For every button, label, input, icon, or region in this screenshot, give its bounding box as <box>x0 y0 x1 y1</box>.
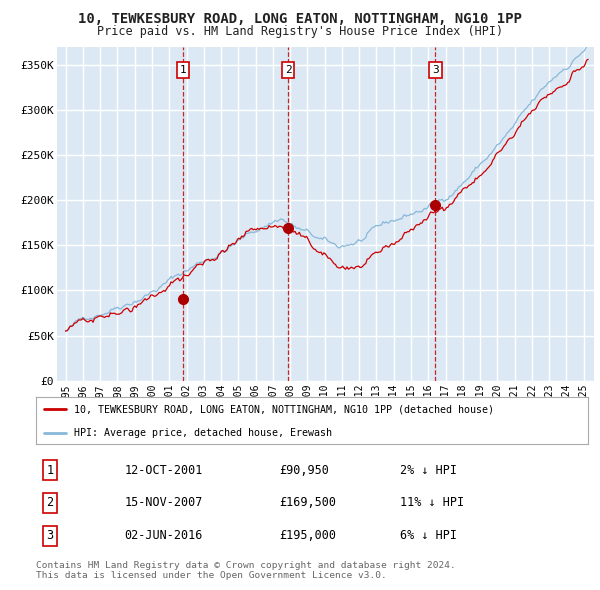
Text: 2: 2 <box>284 65 292 75</box>
Text: 10, TEWKESBURY ROAD, LONG EATON, NOTTINGHAM, NG10 1PP: 10, TEWKESBURY ROAD, LONG EATON, NOTTING… <box>78 12 522 26</box>
Text: 3: 3 <box>46 529 53 542</box>
Text: 3: 3 <box>432 65 439 75</box>
Text: Contains HM Land Registry data © Crown copyright and database right 2024.
This d: Contains HM Land Registry data © Crown c… <box>36 560 456 580</box>
Text: 12-OCT-2001: 12-OCT-2001 <box>124 464 203 477</box>
Text: £195,000: £195,000 <box>279 529 336 542</box>
Text: £169,500: £169,500 <box>279 496 336 510</box>
Text: Price paid vs. HM Land Registry's House Price Index (HPI): Price paid vs. HM Land Registry's House … <box>97 25 503 38</box>
Text: 1: 1 <box>179 65 186 75</box>
Text: 2: 2 <box>46 496 53 510</box>
Text: 10, TEWKESBURY ROAD, LONG EATON, NOTTINGHAM, NG10 1PP (detached house): 10, TEWKESBURY ROAD, LONG EATON, NOTTING… <box>74 404 494 414</box>
Text: HPI: Average price, detached house, Erewash: HPI: Average price, detached house, Erew… <box>74 428 332 438</box>
Text: 11% ↓ HPI: 11% ↓ HPI <box>400 496 464 510</box>
Text: £90,950: £90,950 <box>279 464 329 477</box>
Text: 02-JUN-2016: 02-JUN-2016 <box>124 529 203 542</box>
Text: 2% ↓ HPI: 2% ↓ HPI <box>400 464 457 477</box>
Text: 15-NOV-2007: 15-NOV-2007 <box>124 496 203 510</box>
Text: 1: 1 <box>46 464 53 477</box>
Text: 6% ↓ HPI: 6% ↓ HPI <box>400 529 457 542</box>
